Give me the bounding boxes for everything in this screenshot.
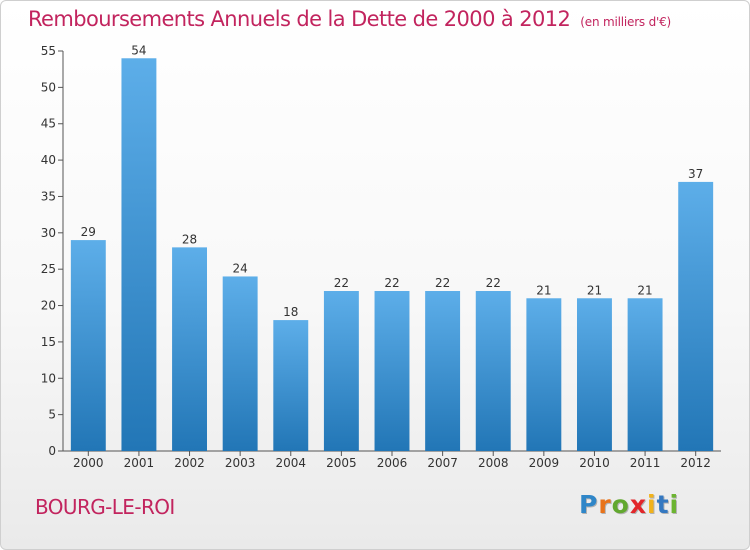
place-label: BOURG-LE-ROI — [35, 495, 175, 519]
bar — [374, 291, 410, 451]
x-tick-label: 2005 — [326, 456, 357, 470]
y-tick-label: 20 — [41, 299, 56, 313]
bar — [121, 58, 157, 451]
bar — [70, 240, 106, 451]
bar-value-label: 22 — [435, 276, 450, 290]
y-tick-label: 15 — [41, 335, 56, 349]
x-tick-label: 2012 — [680, 456, 711, 470]
bar-value-label: 21 — [637, 283, 652, 297]
logo-letter: i — [647, 490, 657, 519]
bar — [273, 320, 309, 451]
bar-value-label: 21 — [536, 283, 551, 297]
y-tick-label: 45 — [41, 117, 56, 131]
bar-value-label: 24 — [233, 261, 248, 275]
y-tick-label: 0 — [48, 444, 56, 458]
y-tick-label: 5 — [48, 408, 56, 422]
logo-letter: x — [629, 490, 647, 519]
logo-letter: P — [579, 490, 599, 519]
x-tick-label: 2003 — [225, 456, 256, 470]
bar-value-label: 29 — [81, 225, 96, 239]
bar-value-label: 22 — [384, 276, 399, 290]
bar-value-label: 22 — [334, 276, 349, 290]
x-tick-label: 2001 — [124, 456, 155, 470]
bar — [526, 298, 562, 451]
y-tick-label: 25 — [41, 262, 56, 276]
x-tick-label: 2004 — [275, 456, 306, 470]
x-tick-label: 2002 — [174, 456, 205, 470]
x-tick-label: 2000 — [73, 456, 104, 470]
bar — [475, 291, 511, 451]
y-tick-label: 40 — [41, 153, 56, 167]
bar — [222, 276, 258, 451]
bar — [576, 298, 612, 451]
bar — [172, 247, 208, 451]
chart-title-block: Remboursements Annuels de la Dette de 20… — [28, 7, 671, 31]
logo-letter: i — [669, 490, 680, 519]
bar-value-label: 37 — [688, 167, 703, 181]
bar-value-label: 21 — [587, 283, 602, 297]
bar — [678, 181, 714, 451]
x-tick-label: 2006 — [377, 456, 408, 470]
y-tick-label: 35 — [41, 189, 56, 203]
bar-value-label: 54 — [131, 43, 146, 57]
proxiti-logo: Proxiti — [579, 490, 679, 519]
bar — [425, 291, 461, 451]
logo-letter: o — [611, 490, 630, 519]
chart-title: Remboursements Annuels de la Dette de 20… — [28, 7, 571, 31]
x-tick-label: 2008 — [478, 456, 509, 470]
logo-letter: r — [598, 490, 612, 519]
bar-value-label: 22 — [486, 276, 501, 290]
bar-value-label: 18 — [283, 305, 298, 319]
chart-subtitle: (en milliers d'€) — [580, 15, 672, 29]
bar-value-label: 28 — [182, 232, 197, 246]
y-tick-label: 55 — [41, 44, 56, 58]
x-tick-label: 2011 — [630, 456, 661, 470]
bar — [627, 298, 663, 451]
x-tick-label: 2007 — [427, 456, 458, 470]
x-tick-label: 2009 — [529, 456, 560, 470]
bar — [323, 291, 359, 451]
logo-letter: t — [656, 490, 670, 519]
x-tick-label: 2010 — [579, 456, 610, 470]
y-tick-label: 50 — [41, 80, 56, 94]
y-tick-label: 10 — [41, 371, 56, 385]
y-tick-label: 30 — [41, 226, 56, 240]
